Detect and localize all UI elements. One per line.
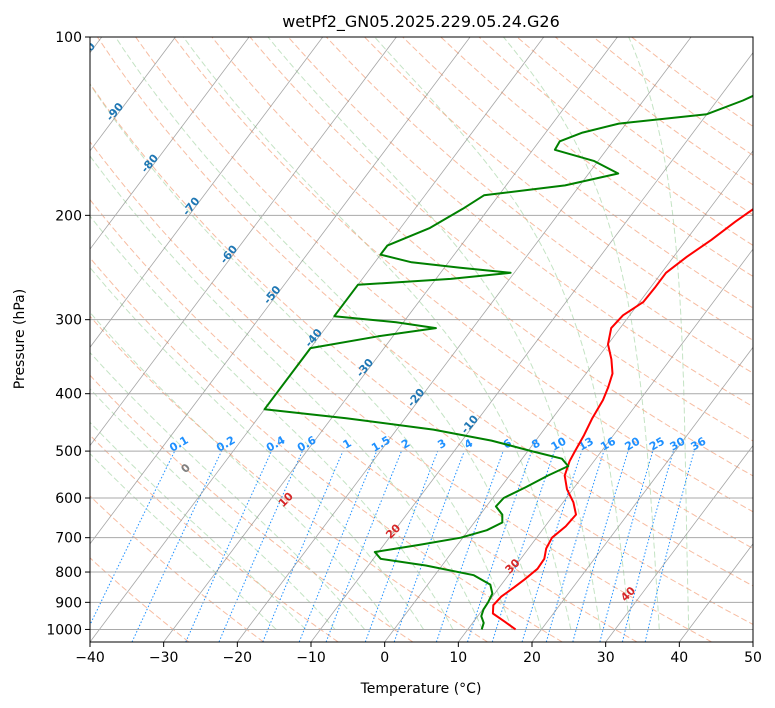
isotherm-line xyxy=(90,37,250,250)
y-tick-label: 200 xyxy=(55,208,82,224)
dry-adiabat xyxy=(90,315,488,642)
y-tick-label: 100 xyxy=(55,30,82,46)
isotherm-lines xyxy=(90,37,753,642)
dry-adiabat xyxy=(96,37,753,587)
isotherm-line xyxy=(163,37,618,642)
y-tick-label: 900 xyxy=(55,595,82,611)
mixing-ratio-line xyxy=(572,450,629,642)
dry-adiabat xyxy=(402,37,753,309)
mixing-ratio-line xyxy=(435,450,504,642)
dry-adiabat xyxy=(90,434,339,642)
isotherm-line xyxy=(90,37,176,152)
chart-title: wetPf2_GN05.2025.229.05.24.G26 xyxy=(282,12,560,32)
isotherm-line xyxy=(90,37,324,348)
dewpoint-line xyxy=(263,94,753,630)
plot-frame xyxy=(89,36,754,643)
dry-adiabat xyxy=(90,198,638,642)
isotherm-line xyxy=(384,150,753,642)
x-tick-label: 40 xyxy=(670,650,688,666)
x-tick-label: −20 xyxy=(223,650,253,666)
isotherm-line xyxy=(752,641,753,642)
isotherm-line xyxy=(310,51,753,642)
y-tick-label: 600 xyxy=(55,491,82,507)
dry-adiabat xyxy=(90,374,414,642)
y-tick-label: 500 xyxy=(55,444,82,460)
x-axis: −40 −30 −20 −10 0 10 20 30 40 50 xyxy=(75,642,762,666)
y-tick-label: 400 xyxy=(55,387,82,403)
moist-adiabat xyxy=(90,83,513,630)
isotherm-line xyxy=(605,444,753,642)
mixing-ratio-line xyxy=(298,450,378,642)
isotherm-line xyxy=(90,37,545,642)
y-tick-label: 800 xyxy=(55,565,82,581)
y-axis: 1000 900 800 700 600 500 400 300 200 100 xyxy=(46,30,90,638)
plot-area: -100-90-80-70-60-50-40-30-20-10 0.1 0.2 0.… xyxy=(90,37,753,642)
y-tick-label: 300 xyxy=(55,313,82,329)
moist-adiabat xyxy=(115,37,542,630)
moist-adiabat xyxy=(628,37,690,630)
isotherm-line xyxy=(90,37,397,447)
x-tick-label: 50 xyxy=(744,650,762,666)
x-axis-label: Temperature (°C) xyxy=(360,681,482,697)
moist-adiabat xyxy=(90,311,395,630)
dry-adiabat xyxy=(90,83,753,625)
dry-adiabat xyxy=(90,257,563,642)
dry-adiabat xyxy=(287,37,753,408)
y-axis-label: Pressure (hPa) xyxy=(12,289,28,389)
moist-adiabat xyxy=(90,351,365,630)
x-tick-label: 0 xyxy=(380,650,389,666)
moist-adiabat xyxy=(374,37,631,630)
moist-adiabat xyxy=(267,37,601,630)
dry-adiabat xyxy=(135,37,753,550)
moist-adiabat xyxy=(90,452,277,630)
mixing-ratio-line xyxy=(599,450,654,642)
mixing-ratio-line xyxy=(521,450,583,642)
mixing-ratio-line xyxy=(218,450,303,642)
isotherm-line xyxy=(90,37,471,545)
mixing-ratio-line xyxy=(131,450,223,642)
dry-adiabat xyxy=(90,495,264,642)
moist-adiabat xyxy=(90,388,336,630)
dry-adiabat xyxy=(325,37,753,374)
isotherm-line xyxy=(458,248,753,642)
mixing-ratio-line xyxy=(621,450,674,642)
isotherm-line xyxy=(531,346,753,642)
sounding-profiles xyxy=(263,94,753,631)
moist-adiabats xyxy=(90,37,690,630)
mixing-ratio-line xyxy=(325,450,402,642)
dry-adiabat xyxy=(90,140,712,642)
y-tick-label: 1000 xyxy=(46,622,82,638)
x-tick-label: 10 xyxy=(449,650,467,666)
mixing-ratio-line xyxy=(262,450,344,642)
moist-adiabat xyxy=(90,266,424,630)
x-tick-label: −10 xyxy=(296,650,326,666)
moist-adiabat xyxy=(503,37,660,630)
moist-adiabat xyxy=(90,155,483,630)
temperature-line xyxy=(491,208,753,631)
mixing-ratio-line xyxy=(545,450,605,642)
x-tick-label: 30 xyxy=(597,650,615,666)
isotherm-line xyxy=(237,37,692,642)
moist-adiabat xyxy=(90,215,454,630)
mixing-ratio-line xyxy=(364,450,439,642)
dry-adiabat xyxy=(211,37,753,477)
dry-adiabat xyxy=(90,557,190,642)
x-tick-label: −30 xyxy=(149,650,179,666)
y-tick-label: 700 xyxy=(55,531,82,547)
x-tick-label: 20 xyxy=(523,650,541,666)
mixing-ratio-line xyxy=(467,450,533,642)
mixing-ratio-line xyxy=(185,450,272,642)
x-tick-label: −40 xyxy=(75,650,105,666)
pressure-gridlines xyxy=(90,37,753,630)
